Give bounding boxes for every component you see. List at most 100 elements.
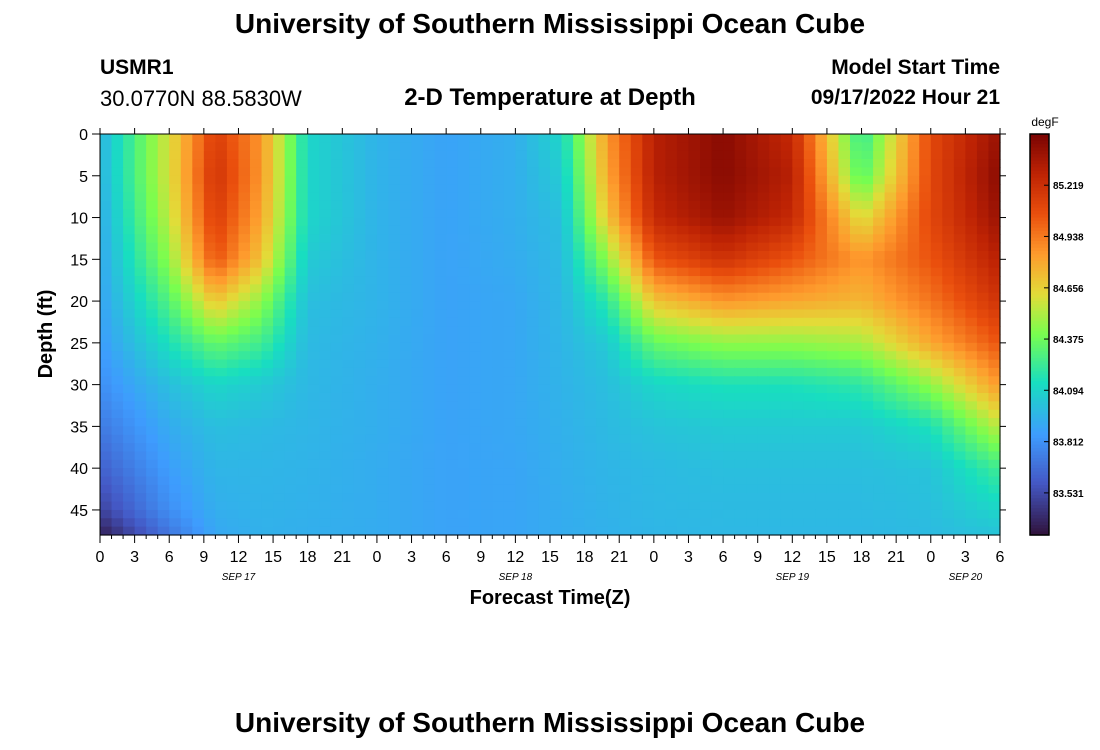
heatmap-cell xyxy=(146,259,159,269)
heatmap-cell xyxy=(123,426,136,436)
heatmap-cell xyxy=(607,184,620,194)
heatmap-cell xyxy=(619,459,632,469)
heatmap-cell xyxy=(884,392,897,402)
heatmap-cell xyxy=(607,392,620,402)
heatmap-cell xyxy=(815,409,828,419)
heatmap-cell xyxy=(284,167,297,177)
heatmap-cell xyxy=(607,509,620,519)
heatmap-cell xyxy=(100,384,113,394)
heatmap-cell xyxy=(330,167,343,177)
heatmap-cell xyxy=(515,267,528,277)
heatmap-cell xyxy=(192,418,205,427)
heatmap-cell xyxy=(180,200,193,210)
heatmap-cell xyxy=(296,367,309,377)
heatmap-cell xyxy=(653,292,666,302)
heatmap-cell xyxy=(169,276,182,285)
heatmap-cell xyxy=(353,351,366,361)
heatmap-cell xyxy=(746,284,759,294)
heatmap-cell xyxy=(503,509,516,519)
heatmap-cell xyxy=(330,451,343,461)
heatmap-cell xyxy=(826,134,840,143)
heatmap-cell xyxy=(192,459,205,469)
heatmap-cell xyxy=(503,334,516,344)
heatmap-cell xyxy=(826,434,840,444)
heatmap-cell xyxy=(353,334,366,344)
heatmap-cell xyxy=(850,418,863,427)
heatmap-cell xyxy=(146,225,159,235)
heatmap-cell xyxy=(769,167,782,177)
heatmap-cell xyxy=(792,334,805,344)
heatmap-cell xyxy=(503,501,516,511)
heatmap-cell xyxy=(642,309,655,319)
heatmap-cell xyxy=(734,301,747,311)
heatmap-cell xyxy=(676,234,690,244)
heatmap-cell xyxy=(388,476,401,486)
heatmap-cell xyxy=(596,493,609,503)
heatmap-cell xyxy=(157,401,170,411)
heatmap-cell xyxy=(319,317,332,327)
heatmap-cell xyxy=(873,367,886,377)
heatmap-cell xyxy=(469,342,482,352)
colorbar-segment xyxy=(1030,391,1049,396)
heatmap-cell xyxy=(630,526,643,536)
heatmap-cell xyxy=(780,468,793,478)
heatmap-cell xyxy=(665,284,678,294)
heatmap-cell xyxy=(146,409,159,419)
heatmap-cell xyxy=(284,351,297,361)
heatmap-cell xyxy=(423,451,436,461)
heatmap-cell xyxy=(411,334,424,344)
heatmap-cell xyxy=(169,309,182,319)
heatmap-cell xyxy=(619,359,632,369)
heatmap-cell xyxy=(826,276,840,285)
heatmap-cell xyxy=(884,150,897,160)
heatmap-cell xyxy=(526,526,540,536)
heatmap-cell xyxy=(734,217,747,227)
heatmap-cell xyxy=(538,159,551,169)
heatmap-cell xyxy=(365,150,378,160)
heatmap-cell xyxy=(192,309,205,319)
heatmap-cell xyxy=(850,317,863,327)
heatmap-cell xyxy=(653,501,666,511)
heatmap-cell xyxy=(526,234,540,244)
heatmap-cell xyxy=(146,359,159,369)
heatmap-cell xyxy=(561,476,574,486)
heatmap-cell xyxy=(515,259,528,269)
heatmap-cell xyxy=(376,200,390,210)
heatmap-cell xyxy=(688,493,701,503)
heatmap-cell xyxy=(226,150,240,160)
heatmap-cell xyxy=(515,159,528,169)
heatmap-cell xyxy=(826,317,840,327)
heatmap-cell xyxy=(803,184,816,194)
heatmap-cell xyxy=(100,159,113,169)
heatmap-cell xyxy=(503,426,516,436)
heatmap-cell xyxy=(353,142,366,152)
heatmap-cell xyxy=(111,334,124,344)
heatmap-cell xyxy=(192,409,205,419)
x-tick-label: 18 xyxy=(299,549,317,566)
heatmap-cell xyxy=(792,518,805,528)
heatmap-cell xyxy=(976,159,990,169)
heatmap-cell xyxy=(423,200,436,210)
heatmap-cell xyxy=(330,250,343,260)
heatmap-cell xyxy=(700,434,713,444)
heatmap-cell xyxy=(342,334,355,344)
heatmap-cell xyxy=(457,217,470,227)
heatmap-cell xyxy=(573,493,586,503)
heatmap-cell xyxy=(342,159,355,169)
heatmap-cell xyxy=(850,209,863,219)
heatmap-cell xyxy=(919,209,932,219)
heatmap-cell xyxy=(538,476,551,486)
heatmap-cell xyxy=(826,184,840,194)
heatmap-cell xyxy=(400,292,413,302)
heatmap-cell xyxy=(930,242,943,252)
heatmap-cell xyxy=(896,409,909,419)
heatmap-cell xyxy=(988,501,1001,511)
heatmap-cell xyxy=(226,501,240,511)
heatmap-cell xyxy=(330,175,343,185)
heatmap-cell xyxy=(342,217,355,227)
heatmap-cell xyxy=(630,142,643,152)
heatmap-cell xyxy=(942,200,955,210)
heatmap-cell xyxy=(630,484,643,494)
heatmap-cell xyxy=(434,209,447,219)
heatmap-cell xyxy=(607,267,620,277)
